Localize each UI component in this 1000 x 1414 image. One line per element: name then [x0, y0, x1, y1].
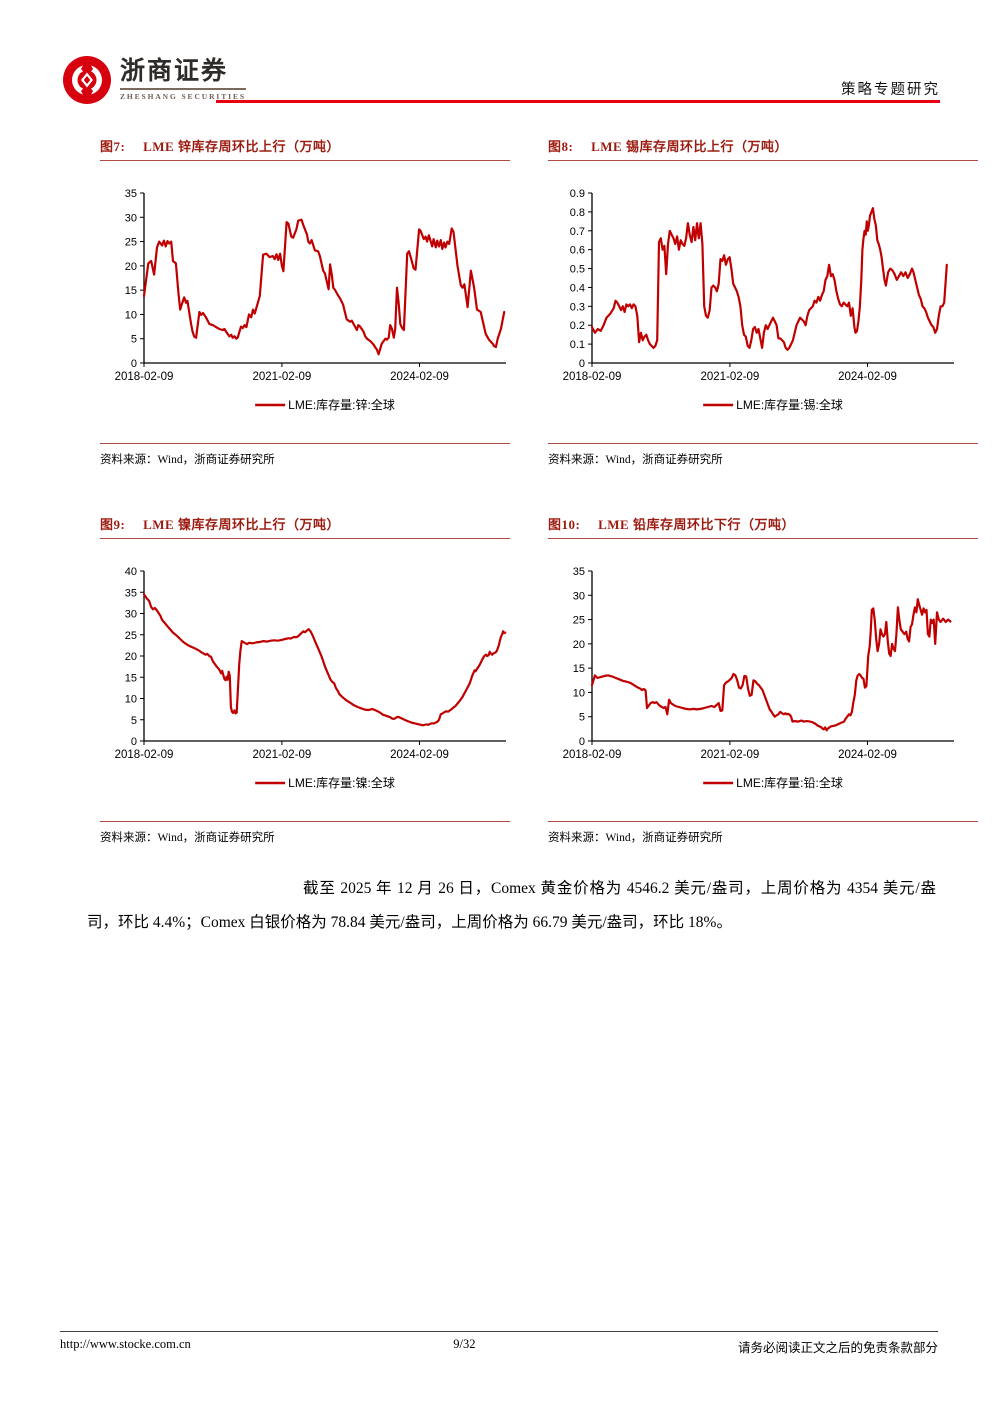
brand-name-en: ZHESHANG SECURITIES — [120, 92, 246, 102]
svg-text:2018-02-09: 2018-02-09 — [563, 371, 622, 383]
figure-lme-nickel: 图9: LME 镍库存周环比上行（万吨） 0 5 10 15 20 25 30 35 40 201… — [100, 514, 510, 845]
svg-text:20: 20 — [573, 639, 585, 651]
svg-text:2024-02-09: 2024-02-09 — [838, 749, 897, 761]
svg-text:5: 5 — [131, 334, 137, 346]
svg-text:5: 5 — [579, 712, 585, 724]
svg-text:2018-02-09: 2018-02-09 — [115, 371, 174, 383]
line-chart-lead-inventory: 0 5 10 15 20 25 30 35 2018-02-09 2021-02-09 2024-0… — [563, 566, 954, 790]
figure-source: 资料来源：Wind，浙商证券研究所 — [100, 821, 510, 845]
svg-text:0.5: 0.5 — [570, 264, 585, 276]
figure-source: 资料来源：Wind，浙商证券研究所 — [548, 443, 978, 467]
svg-text:2021-02-09: 2021-02-09 — [253, 371, 312, 383]
svg-text:15: 15 — [125, 285, 137, 297]
line-chart-tin-inventory: 0 0.1 0.2 0.3 0.4 0.5 0.6 0.7 0.8 0.9 2018-02-09 20… — [563, 188, 954, 412]
svg-text:0: 0 — [579, 736, 585, 748]
svg-text:25: 25 — [125, 237, 137, 249]
svg-text:0: 0 — [579, 358, 585, 370]
svg-text:0.4: 0.4 — [570, 282, 585, 294]
footer-disclaimer: 请务必阅读正文之后的免责条款部分 — [737, 1341, 938, 1355]
brand-name-cn: 浙商证券 — [120, 57, 229, 85]
svg-text:0.9: 0.9 — [570, 188, 585, 200]
figure-title: LME 锡库存周环比上行（万吨） — [591, 139, 788, 154]
header-rule — [216, 100, 940, 103]
svg-text:2024-02-09: 2024-02-09 — [390, 749, 449, 761]
svg-text:25: 25 — [573, 615, 585, 627]
figure-number: 图9: — [100, 517, 126, 532]
svg-text:5: 5 — [131, 715, 137, 727]
svg-text:15: 15 — [573, 663, 585, 675]
svg-text:0: 0 — [131, 358, 137, 370]
svg-text:2021-02-09: 2021-02-09 — [701, 749, 760, 761]
figure-source: 资料来源：Wind，浙商证券研究所 — [548, 821, 978, 845]
svg-text:2024-02-09: 2024-02-09 — [838, 371, 897, 383]
page-footer: http://www.stocke.com.cn 9/32 请务必阅读正文之后的… — [60, 1331, 938, 1356]
svg-text:2024-02-09: 2024-02-09 — [390, 371, 449, 383]
svg-text:35: 35 — [125, 587, 137, 599]
figure-source: 资料来源：Wind，浙商证券研究所 — [100, 443, 510, 467]
svg-text:0.8: 0.8 — [570, 207, 585, 219]
figure-title-row: 图7: LME 锌库存周环比上行（万吨） — [100, 136, 510, 161]
svg-text:30: 30 — [125, 609, 137, 621]
footer-url[interactable]: http://www.stocke.com.cn — [60, 1337, 191, 1351]
svg-text:2021-02-09: 2021-02-09 — [701, 371, 760, 383]
figure-title: LME 镍库存周环比上行（万吨） — [143, 517, 340, 532]
svg-text:LME:库存量:锌:全球: LME:库存量:锌:全球 — [288, 397, 395, 412]
figure-title-row: 图10: LME 铅库存周环比下行（万吨） — [548, 514, 978, 539]
figure-lme-tin: 图8: LME 锡库存周环比上行（万吨） 0 0.1 0.2 0.3 0.4 0.5 0.6… — [548, 136, 978, 467]
brand: 浙商证券 ZHESHANG SECURITIES — [62, 55, 246, 105]
svg-text:20: 20 — [125, 261, 137, 273]
line-chart-zinc-inventory: 0 5 10 15 20 25 30 35 2018-02-09 2021-02-09 2024-0… — [115, 188, 506, 412]
svg-text:15: 15 — [125, 672, 137, 684]
svg-text:0.3: 0.3 — [570, 301, 585, 313]
figure-title: LME 锌库存周环比上行（万吨） — [143, 139, 340, 154]
brand-divider — [120, 88, 246, 91]
svg-text:0.7: 0.7 — [570, 226, 585, 238]
svg-text:2021-02-09: 2021-02-09 — [253, 749, 312, 761]
svg-text:2018-02-09: 2018-02-09 — [115, 749, 174, 761]
svg-text:LME:库存量:镍:全球: LME:库存量:镍:全球 — [288, 775, 395, 790]
svg-text:35: 35 — [125, 188, 137, 200]
svg-text:25: 25 — [125, 630, 137, 642]
svg-text:0.2: 0.2 — [570, 320, 585, 332]
svg-text:0: 0 — [131, 736, 137, 748]
figure-lme-zinc: 图7: LME 锌库存周环比上行（万吨） 0 5 10 15 20 25 30 35 2018-… — [100, 136, 510, 467]
svg-text:10: 10 — [125, 694, 137, 706]
figure-number: 图10: — [548, 517, 581, 532]
body-paragraph: 截至 2025 年 12 月 26 日，Comex 黄金价格为 4546.2 美… — [87, 880, 936, 931]
figure-number: 图7: — [100, 139, 126, 154]
svg-text:LME:库存量:锡:全球: LME:库存量:锡:全球 — [736, 397, 843, 412]
svg-text:0.6: 0.6 — [570, 245, 585, 257]
svg-text:0.1: 0.1 — [570, 339, 585, 351]
figure-number: 图8: — [548, 139, 574, 154]
svg-text:40: 40 — [125, 566, 137, 578]
report-type-label: 策略专题研究 — [841, 82, 940, 98]
svg-text:LME:库存量:铅:全球: LME:库存量:铅:全球 — [736, 775, 843, 790]
figure-title-row: 图8: LME 锡库存周环比上行（万吨） — [548, 136, 978, 161]
figure-lme-lead: 图10: LME 铅库存周环比下行（万吨） 0 5 10 15 20 25 30 35 2018… — [548, 514, 978, 845]
svg-text:30: 30 — [125, 212, 137, 224]
figure-title-row: 图9: LME 镍库存周环比上行（万吨） — [100, 514, 510, 539]
svg-text:30: 30 — [573, 590, 585, 602]
figure-title: LME 铅库存周环比下行（万吨） — [598, 517, 795, 532]
svg-text:10: 10 — [125, 309, 137, 321]
page-number: 9/32 — [453, 1337, 476, 1351]
line-chart-nickel-inventory: 0 5 10 15 20 25 30 35 40 2018-02-09 2021-02-09 2024… — [115, 566, 507, 790]
svg-text:20: 20 — [125, 651, 137, 663]
svg-text:35: 35 — [573, 566, 585, 578]
zheshang-logo-icon — [63, 56, 111, 104]
svg-text:2018-02-09: 2018-02-09 — [563, 749, 622, 761]
svg-text:10: 10 — [573, 687, 585, 699]
